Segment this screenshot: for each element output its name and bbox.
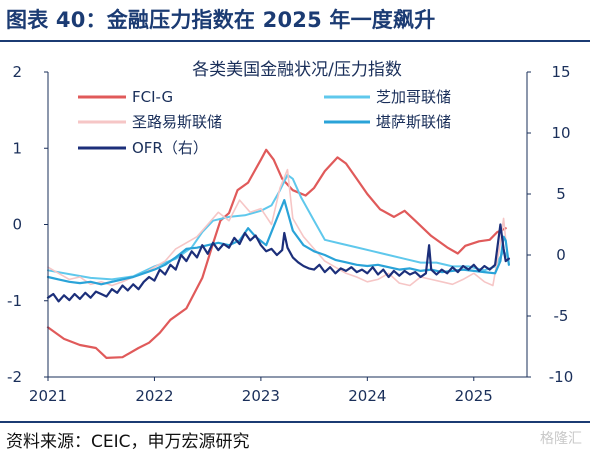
left-tick-label: 2 (12, 63, 22, 81)
title-divider (0, 40, 590, 42)
series-line-fci-g (46, 148, 507, 359)
left-tick-label: 1 (12, 139, 22, 157)
series-line-chicago-fed (47, 173, 510, 281)
left-tick-label: 0 (12, 216, 22, 234)
left-tick-label: -1 (7, 292, 22, 310)
left-tick-label: -2 (7, 368, 22, 386)
series-line-st-louis-fed (47, 168, 509, 287)
legend-label-chicago-fed: 芝加哥联储 (376, 88, 451, 106)
legend-label-ofr: OFR（右） (132, 139, 208, 157)
figure-title: 图表 40：金融压力指数在 2025 年一度飙升 (6, 8, 436, 32)
legend: FCI-G 芝加哥联储 圣路易斯联储 堪萨斯联储 OFR（右） (78, 88, 451, 157)
right-tick-label: -10 (549, 368, 574, 386)
watermark-logo: 格隆汇 (540, 431, 582, 447)
line-chart: 各类美国金融状况/压力指数 FCI-G 芝加哥联储 圣路易斯联储 堪萨斯联储 O… (7, 60, 573, 405)
plot-lines (46, 148, 510, 359)
x-tick-label: 2025 (455, 387, 493, 405)
series-line-ofr (46, 223, 510, 303)
legend-label-kansas-city-fed: 堪萨斯联储 (376, 113, 451, 131)
right-tick-label: 15 (551, 63, 570, 81)
series-line-kansas-city-fed (46, 199, 510, 286)
right-tick-label: 0 (556, 246, 566, 264)
right-tick-label: 10 (551, 124, 570, 142)
chart-title: 各类美国金融状况/压力指数 (192, 60, 402, 80)
source-note: 资料来源：CEIC，申万宏源研究 (6, 432, 250, 452)
x-tick-label: 2023 (242, 387, 280, 405)
legend-label-fci-g: FCI-G (132, 88, 173, 106)
x-tick-label: 2021 (29, 387, 67, 405)
x-tick-label: 2022 (135, 387, 173, 405)
footer-divider (0, 421, 590, 423)
legend-label-st-louis-fed: 圣路易斯联储 (132, 113, 222, 131)
x-tick-label: 2024 (348, 387, 386, 405)
right-tick-label: -5 (554, 307, 569, 325)
right-tick-label: 5 (556, 185, 566, 203)
